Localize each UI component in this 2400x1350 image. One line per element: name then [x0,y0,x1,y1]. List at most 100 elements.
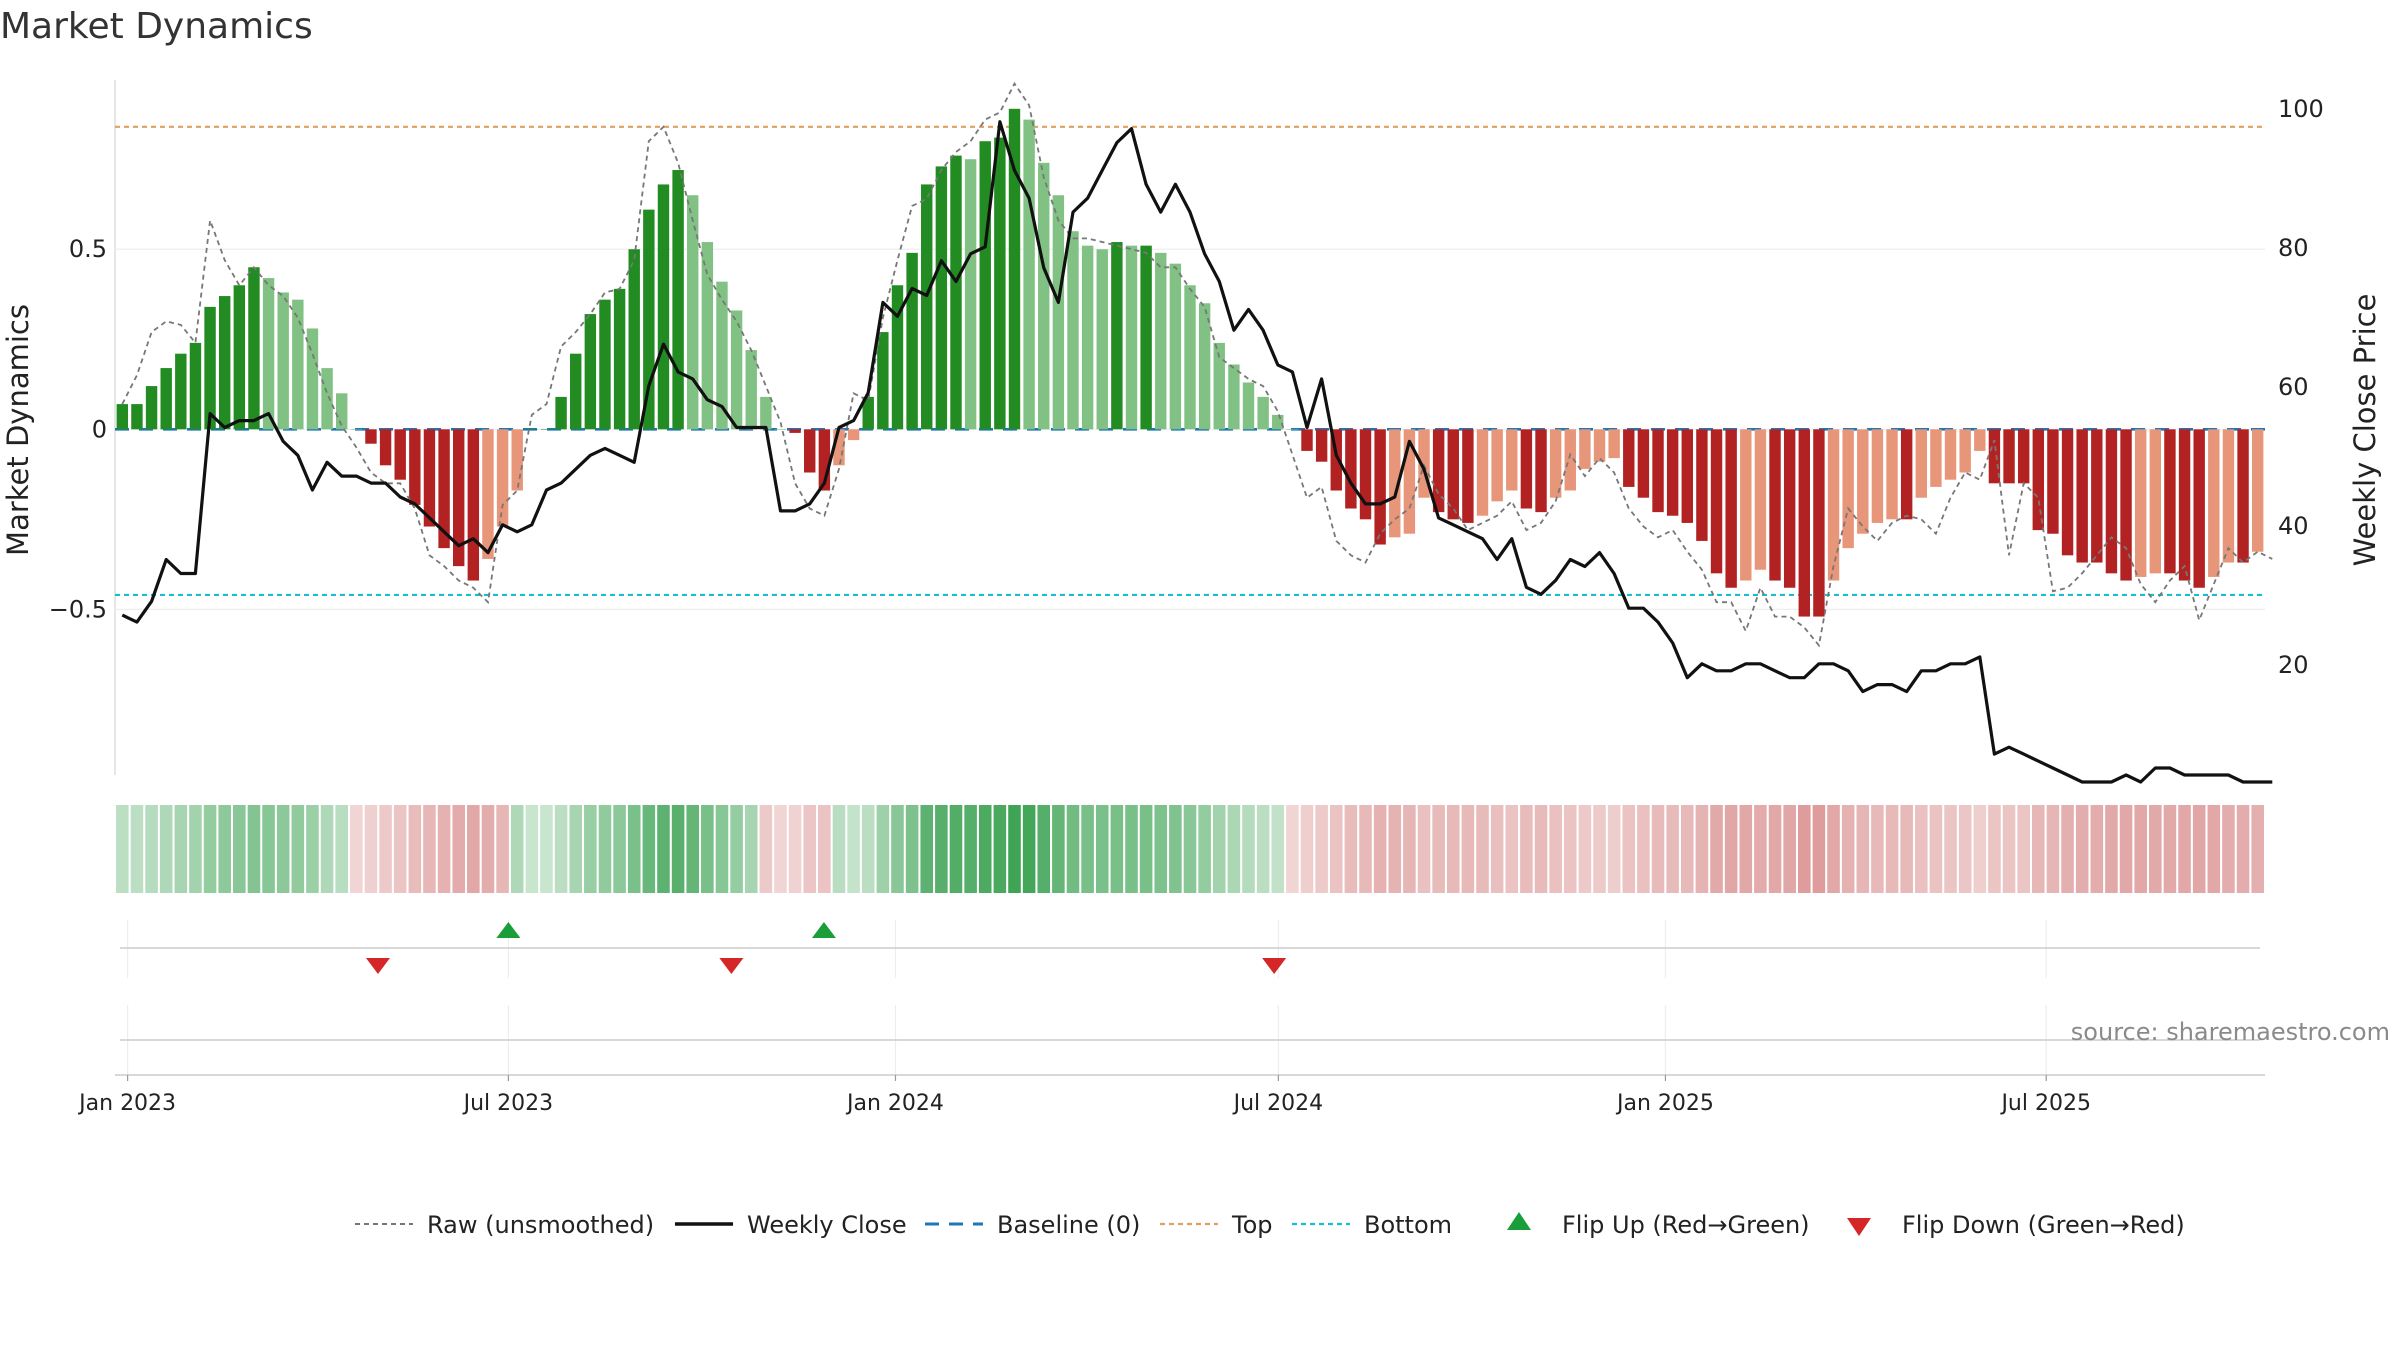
date-axis: Jan 2023 Jul 2023 Jan 2024 Jul 2024 Jan 2025… [77,1075,2091,1116]
ribbon-cell [1300,805,1314,893]
ribbon-cell [1139,805,1153,893]
market-dynamics-bar [2134,429,2147,577]
left-axis-label: Market Dynamics [1,304,35,556]
ribbon-cell [1505,805,1519,893]
ribbon-cell [905,805,919,893]
chart-title: Market Dynamics [0,6,313,47]
market-dynamics-bar [175,353,187,430]
ribbon-cell [627,805,641,893]
market-dynamics-bar [1681,429,1693,523]
market-dynamics-bar [2091,429,2103,563]
market-dynamics-bar [1096,249,1108,430]
ribbon-cell [993,805,1007,893]
ribbon-cell [1432,805,1445,893]
ribbon-cell [554,805,568,893]
ribbon-cell [1154,805,1168,893]
right-tick-label: 20 [2278,651,2309,679]
ribbon-cell [759,805,773,893]
market-dynamics-bar [1783,429,1796,588]
market-dynamics-bar [1359,429,1372,520]
market-dynamics-bar [1476,429,1489,516]
ribbon-cell [1022,805,1036,893]
market-dynamics-bar [2105,429,2118,574]
market-dynamics-bar [1915,429,1927,498]
market-dynamics-bar [233,285,246,430]
ribbon-cell [1359,805,1372,893]
ribbon-cell [145,805,158,893]
ribbon-cell [1052,805,1065,893]
ribbon-cell [437,805,451,893]
ribbon-cell [218,805,231,893]
ribbon-cell [1739,805,1753,893]
ribbon-cell [306,805,319,893]
legend-flip-up-swatch [1507,1212,1531,1230]
ribbon-cell [1944,805,1957,893]
market-dynamics-bar [1549,429,1562,498]
ribbon-cell [2119,805,2133,893]
market-dynamics-bar [292,299,304,430]
market-dynamics-bar [1257,396,1269,430]
date-tick-label: Jan 2024 [845,1091,944,1116]
ribbon-cell [964,805,977,893]
left-tick-label: −0.5 [49,595,107,623]
market-dynamics-bar [1652,429,1664,513]
ribbon-cell [818,805,831,893]
market-dynamics-bar [672,170,684,430]
flip-up-marker [811,922,836,938]
market-dynamics-bar [1198,303,1211,430]
ribbon-cell [540,805,553,893]
market-dynamics-bar [1286,429,1299,430]
ribbon-cell [1490,805,1504,893]
date-tick-label: Jan 2023 [77,1091,176,1116]
ribbon-cell [1169,805,1182,893]
ribbon-cell [1768,805,1782,893]
ribbon-cell [1066,805,1080,893]
ribbon-cell [1841,805,1855,893]
ribbon-cell [203,805,217,893]
raw-unsmoothed-line [121,81,2273,648]
market-dynamics-bar [1506,429,1518,491]
ribbon-cell [1856,805,1870,893]
market-dynamics-bar [496,429,509,527]
right-tick-label: 40 [2278,512,2309,540]
market-dynamics-bar [189,342,202,430]
ribbon-cell [1812,805,1826,893]
market-dynamics-bar [1447,429,1459,520]
ribbon-cell [350,805,363,893]
market-dynamics-bar [1038,162,1050,430]
legend-label: Bottom [1364,1211,1452,1239]
ribbon-cell [1915,805,1928,893]
ribbon-cell [1797,805,1811,893]
ribbon-cell [686,805,700,893]
market-dynamics-bar [526,429,538,430]
ribbon-cell [2192,805,2206,893]
ribbon-cell [116,805,129,893]
ribbon-cell [774,805,787,893]
ribbon-cell [159,805,173,893]
legend-item: Top [1160,1211,1273,1239]
ribbon-cell [467,805,480,893]
ribbon-cell [1607,805,1621,893]
ribbon-cell [847,805,860,893]
market-dynamics-bar [1710,429,1723,574]
ribbon-cell [876,805,890,893]
market-dynamics-bar [1111,242,1123,430]
ribbon-cell [262,805,275,893]
market-dynamics-bar [730,310,743,430]
ribbon-cell [744,805,758,893]
right-axis-label: Weekly Close Price [2348,294,2382,567]
ribbon-cell [671,805,685,893]
market-dynamics-bar [555,396,567,430]
ribbon-cell [1754,805,1767,893]
ribbon-cell [1125,805,1138,893]
market-dynamics-bar [1593,429,1606,462]
market-dynamics-bar [1491,429,1503,502]
ribbon-cell [1198,805,1211,893]
market-dynamics-bar [1959,429,1971,473]
market-dynamics-bar [2164,429,2176,574]
market-dynamics-bar [1052,195,1065,430]
market-dynamics-bar [2208,429,2220,577]
date-tick-label: Jan 2025 [1615,1091,1714,1116]
ribbon-cell [1461,805,1475,893]
